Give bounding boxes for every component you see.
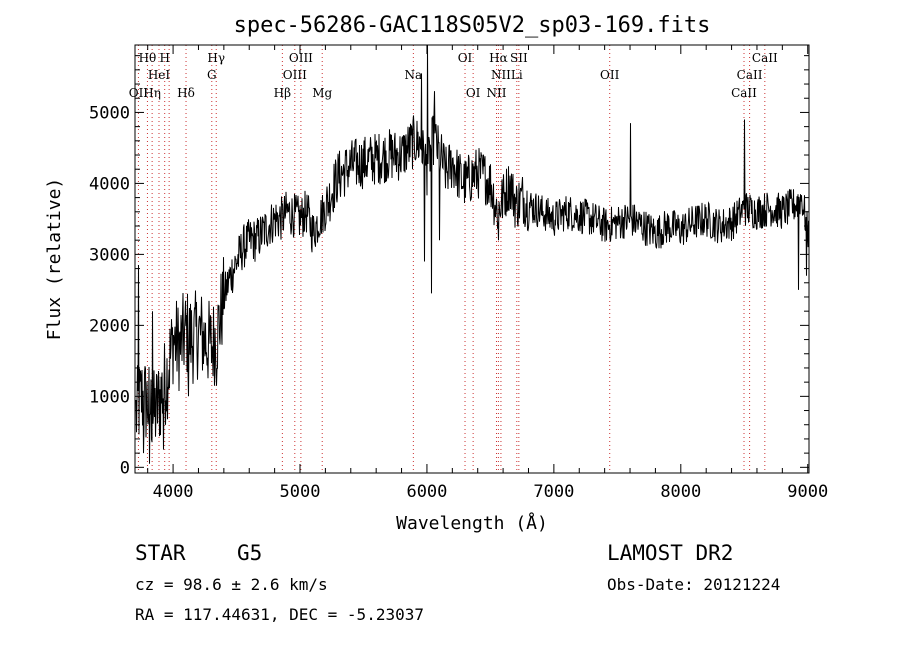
spectral-line-labels: OII Hθ Hη HeI H Hδ G Hγ Hβ OIII OIII Mg Na OI OI NII Hα N… [129,51,778,100]
line-label: OII [600,68,620,82]
line-label: Hγ [207,51,225,65]
x-tick-label: 5000 [280,482,321,502]
subclass: G5 [237,541,263,565]
chart-title: spec-56286-GAC118S05V2_sp03-169.fits [234,13,711,38]
y-tick-label: 3000 [89,245,130,265]
line-label: CaII [752,51,778,65]
line-label: H [159,51,169,65]
line-label: Hη [143,86,161,100]
line-label: Hα [489,51,508,65]
line-label: HeI [148,68,171,82]
spectrum-line [135,44,809,464]
line-label: Hθ [139,51,157,65]
x-tick-label: 8000 [660,482,701,502]
y-tick-label: 0 [120,458,130,478]
coordinates: RA = 117.44631, DEC = -5.23037 [135,605,424,624]
y-tick-label: 1000 [89,387,130,407]
x-tick-label: 4000 [153,482,194,502]
y-tick-label: 2000 [89,316,130,336]
y-tick-label: 5000 [89,103,130,123]
obs-date: Obs-Date: 20121224 [607,575,781,594]
object-class: STAR [135,541,186,565]
x-tick-label: 6000 [406,482,447,502]
x-axis-ticks: 4000 5000 6000 7000 8000 9000 [147,45,828,502]
plot-frame [134,44,810,474]
y-axis-ticks: 0 1000 2000 3000 4000 5000 [89,55,809,478]
line-label: Mg [312,86,332,100]
line-label: OIII [283,68,307,82]
line-label: Li [511,68,523,82]
x-axis-label: Wavelength (Å) [396,512,548,534]
y-tick-label: 4000 [89,174,130,194]
y-axis-label: Flux (relative) [44,178,65,341]
line-label: CaII [737,68,763,82]
line-label: CaII [731,86,757,100]
line-label: OII [129,86,149,100]
line-label: G [207,68,217,82]
line-label: NII [491,68,511,82]
line-label: Hβ [274,86,291,100]
line-label: OI [466,86,481,100]
line-label: OIII [289,51,313,65]
redshift-cz: cz = 98.6 ± 2.6 km/s [135,575,328,594]
line-label: Hδ [177,86,195,100]
x-tick-label: 9000 [787,482,828,502]
x-tick-label: 7000 [533,482,574,502]
spectral-line-markers [137,45,766,473]
line-label: OI [458,51,473,65]
line-label: SII [510,51,528,65]
line-label: NII [487,86,507,100]
survey-name: LAMOST DR2 [607,541,734,565]
line-label: Na [405,68,423,82]
